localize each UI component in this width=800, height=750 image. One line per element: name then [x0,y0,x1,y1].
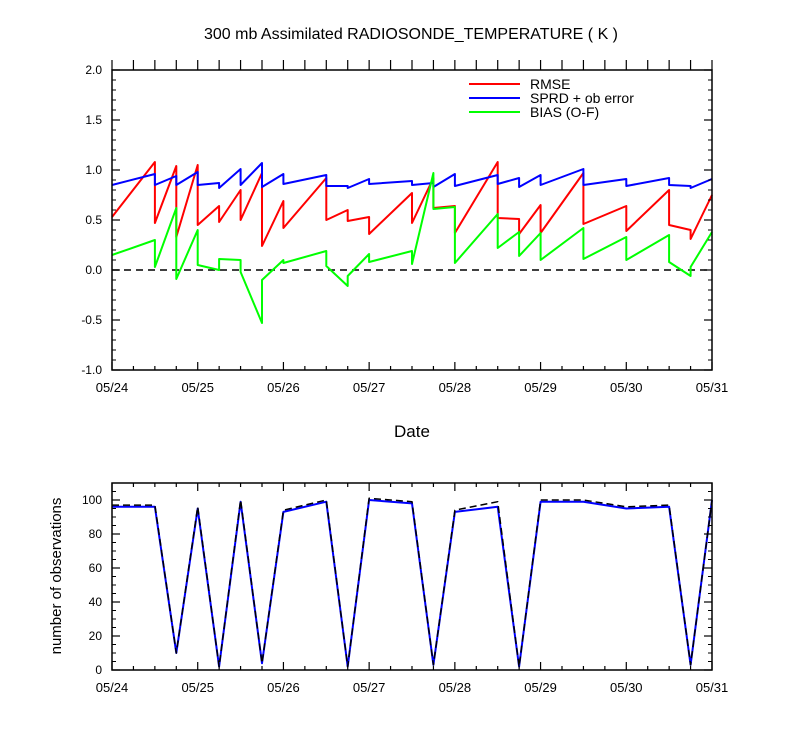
y-tick-label: 0.0 [85,263,102,277]
y-tick-label: -0.5 [81,313,102,327]
x-tick-label: 05/27 [353,380,386,395]
x-tick-label: 05/30 [610,680,643,695]
x-tick-label: 05/26 [267,380,300,395]
plot-frame [111,482,713,671]
y-tick-label: 100 [82,493,102,507]
x-tick-label: 05/28 [439,680,472,695]
top-plot: -1.0 -0.5 0.0 0.5 1.0 1.5 2.0 05/24 05/25 05/26 05… [81,60,728,395]
bottom-y-axis-label: number of observations [48,498,65,655]
x-tick-label: 05/28 [439,380,472,395]
x-tick-label: 05/31 [696,380,729,395]
x-tick-label: 05/27 [353,680,386,695]
chart-title: 300 mb Assimilated RADIOSONDE_TEMPERATUR… [204,26,618,43]
x-tick-label: 05/24 [96,680,129,695]
y-tick-label: -1.0 [81,363,102,377]
series-line-bias-o-f [111,172,713,324]
x-tick-label: 05/25 [181,380,214,395]
legend-label-rmse: RMSE [530,76,570,92]
y-tick-label: 40 [89,595,103,609]
x-tick-label: 05/29 [524,380,557,395]
y-tick-label: 0.5 [85,213,102,227]
legend: RMSE SPRD + ob error BIAS (O-F) [469,76,634,120]
series-line-possible [112,497,713,668]
x-tick-label: 05/29 [524,680,557,695]
y-tick-label: 60 [89,561,103,575]
series-line-sprd-ob-error [111,162,713,189]
y-tick-label: 1.0 [85,163,102,177]
bottom-plot: 0 20 40 60 80 100 05/24 05/25 05/26 05/27 05/28 05/… [82,482,729,695]
y-tick-label: 80 [89,527,103,541]
x-tick-label: 05/26 [267,680,300,695]
series-line-rmse [111,161,713,247]
legend-label-bias: BIAS (O-F) [530,104,599,120]
x-tick-label: 05/24 [96,380,129,395]
x-tick-label: 05/25 [181,680,214,695]
y-tick-label: 20 [89,629,103,643]
y-tick-label: 1.5 [85,113,102,127]
legend-label-sprd: SPRD + ob error [530,90,634,106]
top-x-axis-label: Date [394,422,430,441]
x-tick-label: 05/31 [696,680,729,695]
series-line-used [112,499,713,668]
x-tick-label: 05/30 [610,380,643,395]
y-tick-label: 0 [95,663,102,677]
y-tick-label: 2.0 [85,63,102,77]
